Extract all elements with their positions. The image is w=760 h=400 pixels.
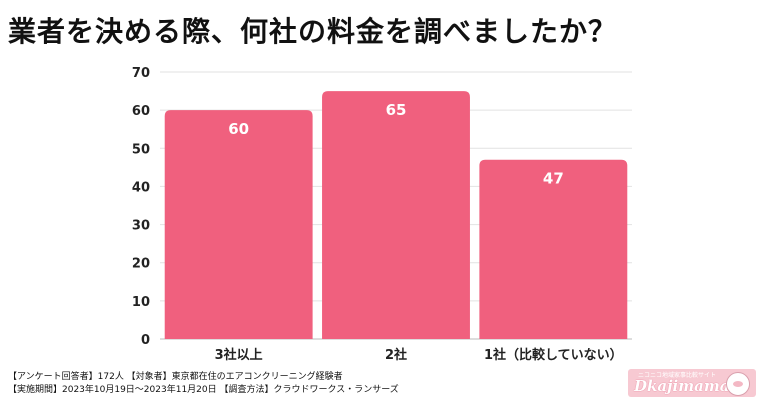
y-tick-label: 0 — [141, 333, 150, 348]
y-tick-label: 50 — [132, 142, 150, 157]
y-tick-label: 40 — [132, 180, 150, 195]
y-tick-label: 20 — [132, 257, 150, 272]
x-category-label: 3社以上 — [215, 347, 263, 363]
bar-value-label: 65 — [386, 101, 407, 119]
x-category-label: 1社（比較していない） — [484, 347, 623, 363]
y-tick-label: 60 — [132, 104, 150, 119]
y-tick-label: 10 — [132, 295, 150, 310]
x-category-label: 2社 — [385, 347, 407, 363]
y-tick-label: 70 — [132, 66, 150, 81]
survey-footnote-respondents: 【アンケート回答者】172人 【対象者】東京都在住のエアコンクリーニング経験者 — [8, 372, 343, 382]
bar — [164, 110, 313, 340]
bar-value-label: 60 — [228, 120, 249, 138]
y-tick-label: 30 — [132, 219, 150, 234]
bar — [322, 91, 470, 339]
page-title: 業者を決める際、何社の料金を調べましたか？ — [8, 15, 618, 48]
sheep-icon — [726, 372, 750, 396]
bar-value-label: 47 — [543, 170, 564, 188]
logo-subtitle: ニコニコ地域家事比較サイト — [638, 372, 717, 379]
bar — [479, 159, 628, 339]
site-logo: ニコニコ地域家事比較サイト Dkajimama — [628, 369, 756, 397]
logo-name: Dkajimama — [634, 377, 730, 395]
survey-footnote-period: 【実施期間】2023年10月19日〜2023年11月20日 【調査方法】クラウド… — [8, 385, 399, 395]
